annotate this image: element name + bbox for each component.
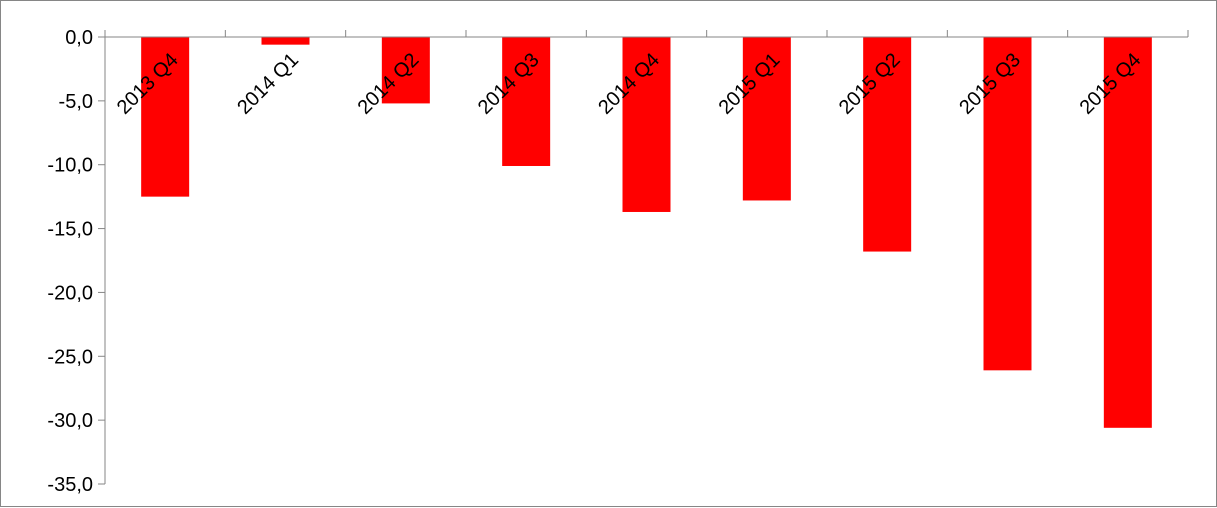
bar-2014-q3	[502, 37, 551, 166]
y-tick-label: -35,0	[47, 474, 93, 496]
bar-2014-q1	[261, 37, 310, 45]
y-tick-label: -20,0	[47, 282, 93, 304]
bars-layer	[141, 37, 1152, 428]
bar-2015-q1	[742, 37, 791, 201]
y-tick-label: -15,0	[47, 219, 93, 241]
axis-layer	[104, 36, 1188, 484]
y-tick-label: -5,0	[59, 91, 93, 113]
bar-2015-q3	[983, 37, 1032, 371]
y-tick-label: -30,0	[47, 410, 93, 432]
bar-2014-q2	[381, 37, 430, 104]
y-tick-label: 0,0	[65, 27, 93, 49]
y-tick-label: -10,0	[47, 155, 93, 177]
y-tick-label: -25,0	[47, 346, 93, 368]
bar-2014-q4	[622, 37, 671, 212]
bar-2015-q4	[1103, 37, 1152, 428]
bar-2015-q2	[863, 37, 912, 252]
x-tick-label: 2014 Q1	[233, 49, 303, 119]
y-ticks: 0,0 -5,0 -10,0 -15,0 -20,0 -25,0 -30,0 -35,0	[47, 27, 1189, 496]
bar-2013-q4	[141, 37, 190, 197]
